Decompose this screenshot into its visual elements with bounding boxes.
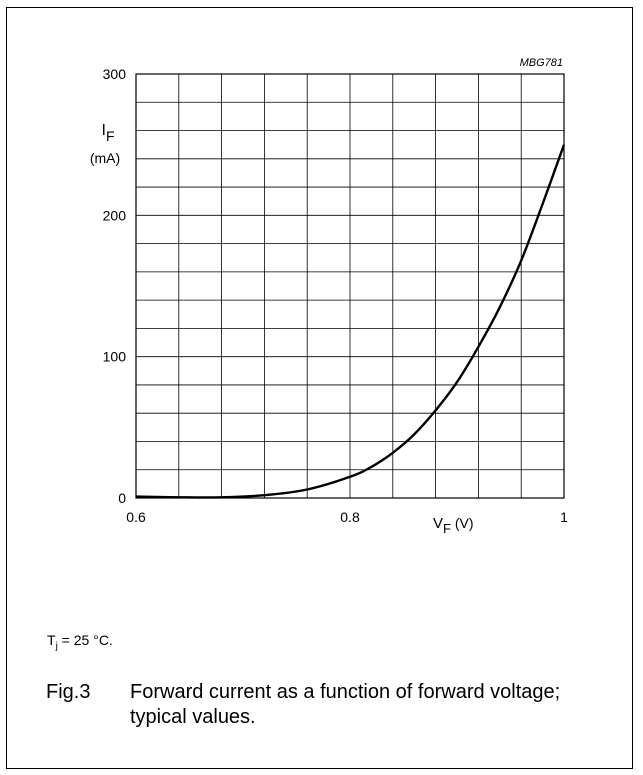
x-axis-label-unit: (V) — [451, 515, 474, 531]
y-axis-unit: (mA) — [90, 150, 120, 166]
y-tick-label: 200 — [103, 207, 127, 223]
x-axis-label-main: V — [433, 515, 443, 532]
plot-border — [135, 73, 565, 499]
y-axis-label: IF — [101, 122, 114, 144]
y-tick-labels: 0 100 200 300 — [103, 66, 127, 506]
test-condition: Tj = 25 °C. — [47, 632, 113, 652]
y-axis-label-sub: F — [106, 128, 115, 144]
x-axis-label: VF (V) — [433, 515, 474, 536]
y-tick-label: 300 — [103, 66, 127, 82]
x-axis-label-sub: F — [443, 521, 451, 536]
figure-frame — [6, 7, 633, 769]
condition-value: = 25 °C. — [57, 632, 113, 648]
x-tick-label: 0.6 — [126, 509, 146, 525]
x-tick-label: 0.8 — [340, 509, 360, 525]
grid-minor — [136, 74, 564, 498]
y-axis-label-main: I — [101, 122, 105, 139]
figure-number: Fig.3 — [46, 681, 91, 703]
y-tick-label: 0 — [118, 490, 126, 506]
figure-caption-text: Forward current as a function of forward… — [130, 681, 561, 728]
figure-code: MBG781 — [520, 57, 563, 69]
condition-symbol: T — [47, 632, 56, 648]
x-tick-labels: 0.6 0.8 1 — [126, 509, 568, 525]
y-tick-label: 100 — [103, 349, 127, 365]
series-line — [135, 144, 566, 499]
x-tick-label: 1 — [560, 509, 568, 525]
condition-subscript: j — [55, 640, 58, 652]
